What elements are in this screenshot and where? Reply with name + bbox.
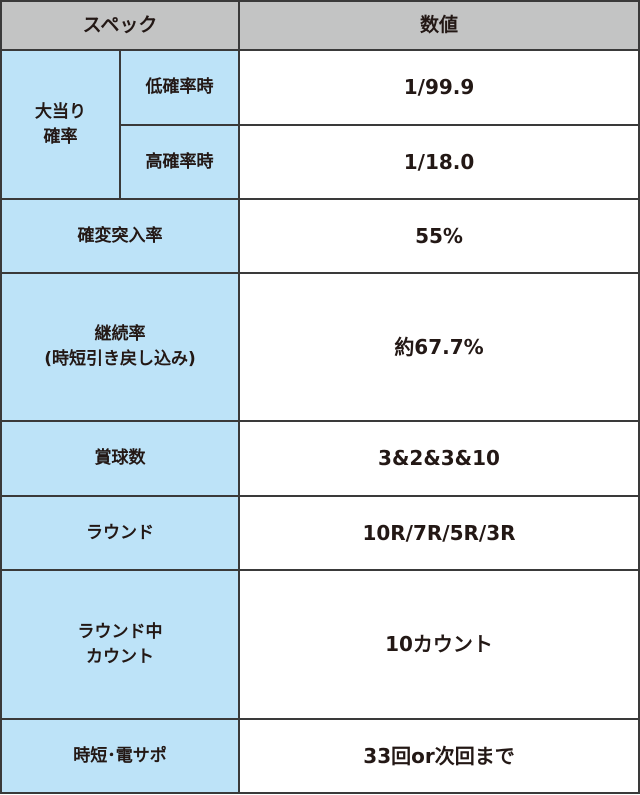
continuation-label-line2: (時短引き戻し込み) bbox=[44, 349, 196, 369]
high-prob-value: 1/18.0 bbox=[238, 124, 640, 200]
table-row: 時短･電サポ 33回or次回まで bbox=[0, 718, 640, 794]
round-count-label-line2: カウント bbox=[86, 646, 154, 667]
round-label: ラウンド bbox=[0, 495, 241, 571]
jackpot-label-line2: 確率 bbox=[43, 126, 78, 147]
low-prob-value: 1/99.9 bbox=[238, 49, 640, 126]
table-row: 確変突入率 55% bbox=[0, 198, 640, 274]
round-count-label: ラウンド中 カウント bbox=[0, 569, 241, 720]
prize-balls-label: 賞球数 bbox=[0, 420, 241, 497]
kakuhen-rate-label: 確変突入率 bbox=[0, 198, 241, 274]
table-row: 継続率 (時短引き戻し込み) 約67.7% bbox=[0, 272, 640, 422]
table-row: 大当り 確率 低確率時 1/99.9 bbox=[0, 49, 640, 200]
prize-balls-value: 3&2&3&10 bbox=[238, 420, 640, 497]
jackpot-label-line1: 大当り bbox=[35, 101, 86, 122]
jitan-value: 33回or次回まで bbox=[238, 718, 640, 794]
header-value: 数値 bbox=[238, 0, 640, 51]
table-row: 賞球数 3&2&3&10 bbox=[0, 420, 640, 497]
continuation-label-line1: 継続率 bbox=[94, 324, 146, 345]
low-prob-label: 低確率時 bbox=[118, 49, 241, 126]
continuation-rate-value: 約67.7% bbox=[238, 272, 640, 422]
jitan-label: 時短･電サポ bbox=[0, 718, 241, 794]
header-spec: スペック bbox=[0, 0, 241, 51]
kakuhen-rate-value: 55% bbox=[238, 198, 640, 274]
round-count-label-line1: ラウンド中 bbox=[77, 621, 163, 642]
table-row: ラウンド 10R/7R/5R/3R bbox=[0, 495, 640, 571]
table-row: 高確率時 1/18.0 bbox=[1, 124, 640, 200]
jackpot-label: 大当り 確率 bbox=[0, 49, 121, 200]
round-count-value: 10カウント bbox=[238, 569, 640, 720]
header-row: スペック 数値 bbox=[0, 0, 640, 51]
table-row: ラウンド中 カウント 10カウント bbox=[0, 569, 640, 720]
high-prob-label: 高確率時 bbox=[118, 124, 241, 200]
continuation-rate-label: 継続率 (時短引き戻し込み) bbox=[0, 272, 241, 422]
round-value: 10R/7R/5R/3R bbox=[238, 495, 640, 571]
